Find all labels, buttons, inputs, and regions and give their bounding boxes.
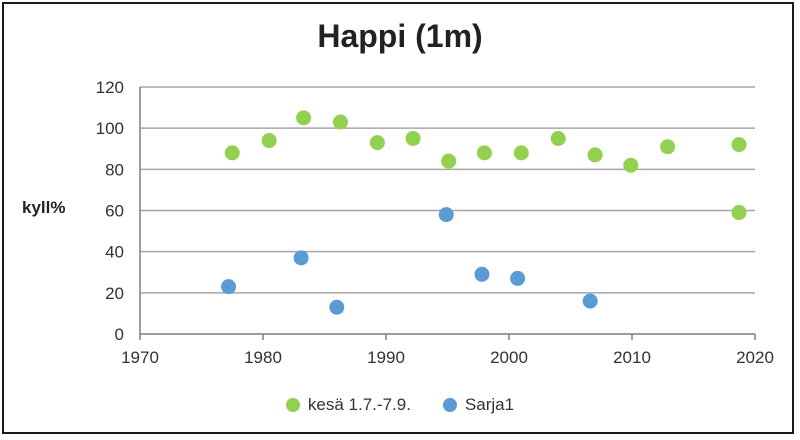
- green-data-point: [405, 130, 421, 146]
- y-tick-labels: 0 20 40 60 80 100 120: [96, 78, 124, 344]
- blue-data-point: [474, 266, 490, 282]
- x-tick-label: 2020: [736, 348, 774, 367]
- x-tick-label: 1980: [244, 348, 282, 367]
- green-data-point: [660, 139, 676, 155]
- legend-item-green: kesä 1.7.-7.9.: [285, 395, 411, 415]
- green-data-point: [441, 153, 457, 169]
- chart-title: Happi (1m): [317, 18, 483, 54]
- green-data-point: [369, 135, 385, 151]
- green-data-point: [513, 145, 529, 161]
- legend-marker-green: [285, 398, 300, 412]
- green-data-point: [587, 147, 603, 163]
- y-tick-label: 0: [115, 325, 124, 344]
- green-data-point: [261, 133, 277, 149]
- green-data-point: [731, 205, 747, 221]
- blue-data-point: [510, 270, 526, 286]
- blue-data-point: [293, 250, 309, 266]
- data-points: [221, 110, 747, 315]
- legend: kesä 1.7.-7.9. Sarja1: [0, 395, 800, 415]
- x-tick-label: 2000: [490, 348, 528, 367]
- green-data-point: [476, 145, 492, 161]
- green-data-point: [731, 137, 747, 153]
- y-tick-label: 100: [96, 119, 124, 138]
- green-data-point: [332, 114, 348, 130]
- legend-marker-blue: [442, 398, 457, 412]
- chart-frame: [2, 2, 794, 434]
- x-tick-labels: 1970 1980 1990 2000 2010 2020: [121, 348, 774, 367]
- y-tick-label: 20: [105, 284, 124, 303]
- green-data-point: [296, 110, 312, 126]
- blue-data-point: [329, 299, 345, 315]
- blue-data-point: [221, 279, 237, 295]
- legend-item-blue: Sarja1: [442, 395, 515, 415]
- y-axis-label: kyll%: [22, 198, 66, 217]
- legend-label-blue: Sarja1: [464, 395, 515, 414]
- green-data-point: [623, 157, 639, 173]
- x-tick-label: 1970: [121, 348, 159, 367]
- blue-data-point: [582, 293, 598, 309]
- green-data-point: [550, 130, 566, 146]
- blue-data-point: [438, 207, 454, 223]
- axes: [139, 87, 756, 340]
- y-tick-label: 40: [105, 243, 124, 262]
- y-tick-label: 60: [105, 202, 124, 221]
- green-data-point: [224, 145, 240, 161]
- x-tick-label: 1990: [367, 348, 405, 367]
- y-tick-label: 80: [105, 160, 124, 179]
- y-tick-label: 120: [96, 78, 124, 97]
- legend-label-green: kesä 1.7.-7.9.: [307, 395, 411, 414]
- gridlines: [140, 86, 755, 294]
- x-tick-label: 2010: [613, 348, 651, 367]
